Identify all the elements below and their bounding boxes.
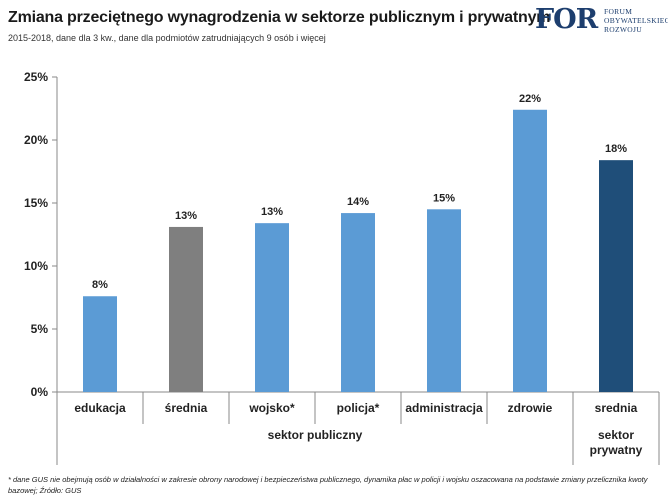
logo-line-2: OBYWATELSKIEGO: [604, 16, 668, 25]
chart-title: Zmiana przeciętnego wynagrodzenia w sekt…: [8, 9, 551, 26]
y-tick-label: 0%: [31, 385, 49, 399]
bar-chart: 0% 5% 10% 15% 20% 25% 8% edukacja 13% średnia 13% w…: [24, 70, 660, 465]
data-label: 14%: [347, 196, 369, 208]
logo-text: FORUM OBYWATELSKIEGO ROZWOJU: [604, 7, 668, 34]
logo-line-1: FORUM: [604, 7, 633, 16]
for-logo: FOR FORUM OBYWATELSKIEGO ROZWOJU: [535, 4, 668, 42]
category-label: edukacja: [74, 401, 126, 415]
bar: [513, 109, 547, 392]
category-label: srednia: [595, 401, 638, 415]
category-label: wojsko*: [248, 401, 295, 415]
category-label: administracja: [405, 401, 483, 415]
bar: [341, 213, 375, 392]
data-label: 18%: [605, 143, 627, 155]
bar: [83, 296, 117, 392]
logo-line-3: ROZWOJU: [604, 25, 642, 34]
category-label: średnia: [165, 401, 208, 415]
y-tick-label: 15%: [24, 196, 48, 210]
data-label: 13%: [175, 210, 197, 222]
data-label: 15%: [433, 192, 455, 204]
group-label: sektor prywatny: [590, 428, 643, 457]
data-label: 22%: [519, 93, 541, 105]
y-tick-label: 20%: [24, 133, 48, 147]
y-tick-label: 5%: [31, 322, 49, 336]
logo-mark: FOR: [535, 4, 598, 35]
group-label: sektor publiczny: [268, 428, 363, 442]
y-tick-label: 10%: [24, 259, 48, 273]
chart-subtitle: 2015-2018, dane dla 3 kw., dane dla podm…: [8, 33, 326, 43]
category-label: policja*: [337, 401, 380, 415]
category-label: zdrowie: [508, 401, 553, 415]
bar: [169, 226, 203, 392]
data-label: 8%: [92, 279, 108, 291]
bar: [427, 209, 461, 392]
bar: [599, 160, 633, 392]
footnote: * dane GUS nie obejmują osób w działalno…: [8, 475, 648, 495]
bar: [255, 223, 289, 392]
y-tick-label: 25%: [24, 70, 48, 84]
data-label: 13%: [261, 206, 283, 218]
